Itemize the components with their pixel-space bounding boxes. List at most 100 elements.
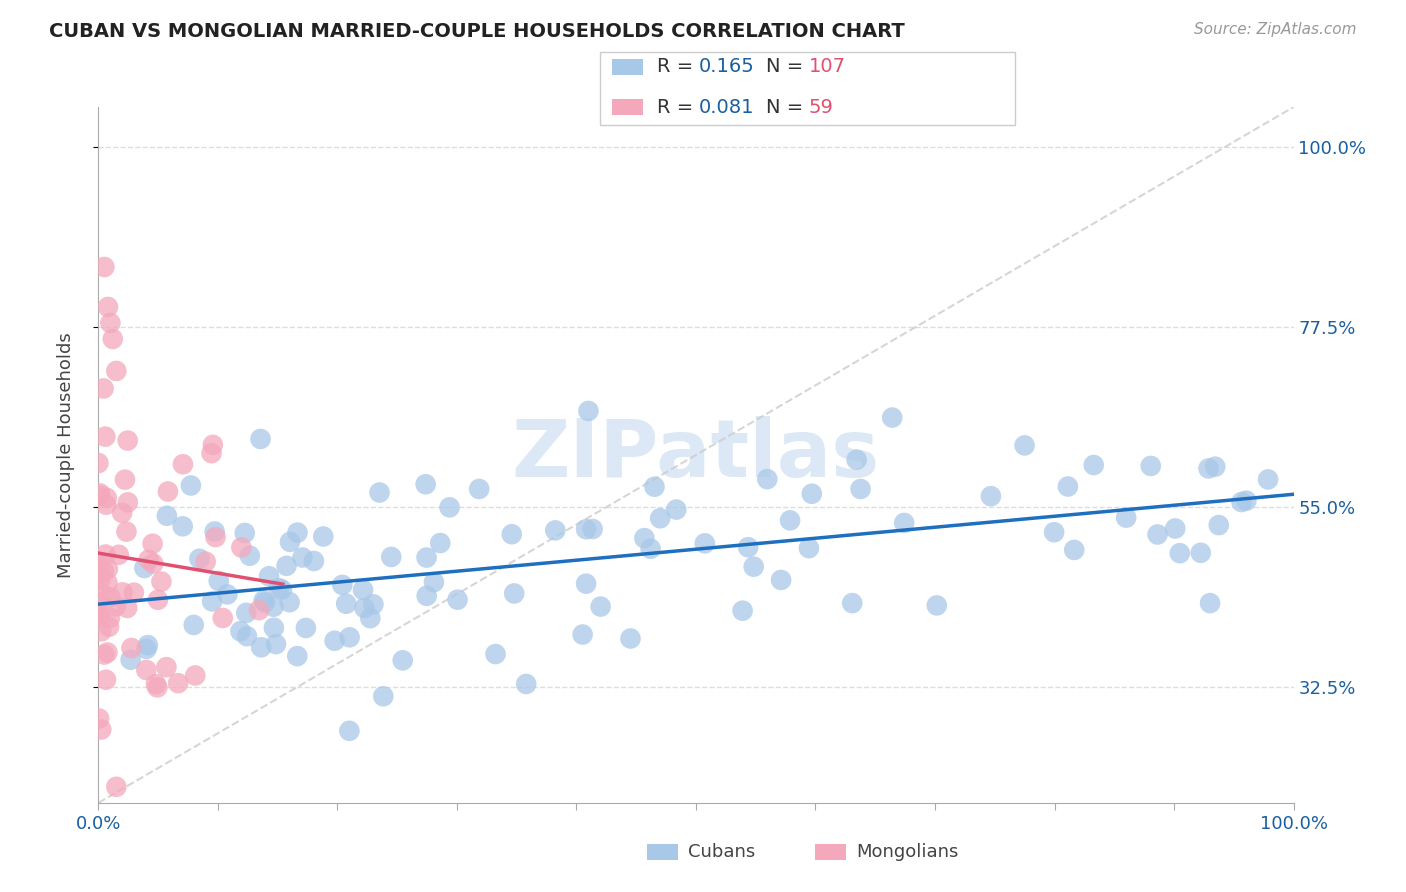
Point bbox=[582, 522, 605, 536]
Point bbox=[501, 527, 523, 541]
Point bbox=[468, 482, 491, 496]
Point bbox=[167, 676, 190, 690]
Point bbox=[89, 486, 111, 500]
Point bbox=[233, 525, 256, 540]
Point bbox=[201, 438, 224, 452]
Point bbox=[339, 630, 361, 644]
Point bbox=[415, 477, 437, 491]
Point bbox=[247, 603, 270, 617]
Point bbox=[107, 548, 129, 562]
Point bbox=[134, 561, 156, 575]
Point bbox=[97, 300, 120, 314]
Point bbox=[353, 601, 375, 615]
Point bbox=[155, 660, 177, 674]
Point bbox=[229, 624, 252, 639]
Text: R =: R = bbox=[657, 57, 699, 77]
Point bbox=[180, 478, 202, 492]
Point bbox=[665, 502, 688, 516]
Point bbox=[146, 681, 169, 695]
Point bbox=[515, 677, 537, 691]
Point bbox=[204, 524, 226, 539]
Point bbox=[142, 537, 165, 551]
Point bbox=[89, 607, 111, 622]
Point bbox=[359, 611, 381, 625]
Point bbox=[1043, 525, 1066, 540]
Point bbox=[285, 649, 308, 664]
Point bbox=[339, 723, 361, 738]
Point bbox=[291, 550, 314, 565]
Point bbox=[89, 573, 111, 587]
Point bbox=[1230, 495, 1253, 509]
Point bbox=[1063, 543, 1085, 558]
Point bbox=[90, 624, 112, 639]
Point bbox=[1164, 521, 1187, 535]
Point bbox=[1083, 458, 1105, 472]
Point bbox=[1204, 459, 1226, 474]
Point bbox=[352, 582, 374, 597]
Point bbox=[391, 653, 413, 667]
Point bbox=[640, 541, 662, 556]
Point bbox=[236, 629, 259, 643]
Point bbox=[98, 316, 122, 330]
Point bbox=[201, 594, 224, 608]
Point bbox=[204, 530, 226, 544]
Point bbox=[368, 485, 391, 500]
Point bbox=[276, 558, 298, 573]
Point bbox=[142, 557, 165, 571]
Point bbox=[797, 541, 820, 555]
Point bbox=[93, 648, 115, 662]
Point bbox=[117, 495, 139, 509]
Point bbox=[101, 332, 124, 346]
Point bbox=[770, 573, 793, 587]
Point bbox=[97, 562, 120, 576]
Text: Cubans: Cubans bbox=[688, 843, 755, 861]
Point bbox=[150, 574, 173, 589]
Point bbox=[93, 260, 115, 274]
Point bbox=[138, 553, 160, 567]
Point bbox=[779, 513, 801, 527]
Point bbox=[100, 591, 122, 605]
Text: R =: R = bbox=[657, 97, 699, 117]
Point bbox=[693, 536, 716, 550]
Point bbox=[156, 508, 179, 523]
Point bbox=[742, 559, 765, 574]
Point bbox=[93, 588, 115, 602]
Point bbox=[335, 597, 357, 611]
Point bbox=[575, 576, 598, 591]
Point bbox=[231, 541, 253, 555]
Point bbox=[287, 525, 309, 540]
Point bbox=[120, 653, 142, 667]
Point bbox=[172, 519, 194, 533]
Point bbox=[633, 531, 655, 545]
Point bbox=[111, 585, 134, 599]
Point bbox=[503, 586, 526, 600]
Point bbox=[267, 581, 290, 595]
Point bbox=[249, 432, 271, 446]
Y-axis label: Married-couple Households: Married-couple Households bbox=[56, 332, 75, 578]
Point bbox=[114, 473, 136, 487]
Point bbox=[1189, 546, 1212, 560]
Point bbox=[363, 598, 385, 612]
Point bbox=[1139, 458, 1161, 473]
Point bbox=[98, 620, 121, 634]
Point bbox=[136, 638, 159, 652]
Point bbox=[263, 599, 285, 614]
Point bbox=[571, 627, 593, 641]
Text: N =: N = bbox=[766, 57, 810, 77]
Point bbox=[484, 647, 506, 661]
Point bbox=[1146, 527, 1168, 541]
Point bbox=[925, 599, 948, 613]
Point bbox=[90, 723, 112, 737]
Point bbox=[1115, 510, 1137, 524]
Point bbox=[1057, 479, 1080, 493]
Point bbox=[302, 554, 325, 568]
Point bbox=[194, 555, 217, 569]
Point bbox=[117, 434, 139, 448]
Point bbox=[841, 596, 863, 610]
Point bbox=[94, 429, 117, 443]
Point bbox=[1198, 461, 1220, 475]
Point bbox=[415, 589, 437, 603]
Point bbox=[278, 534, 301, 549]
Point bbox=[93, 381, 115, 395]
Text: 0.165: 0.165 bbox=[699, 57, 755, 77]
